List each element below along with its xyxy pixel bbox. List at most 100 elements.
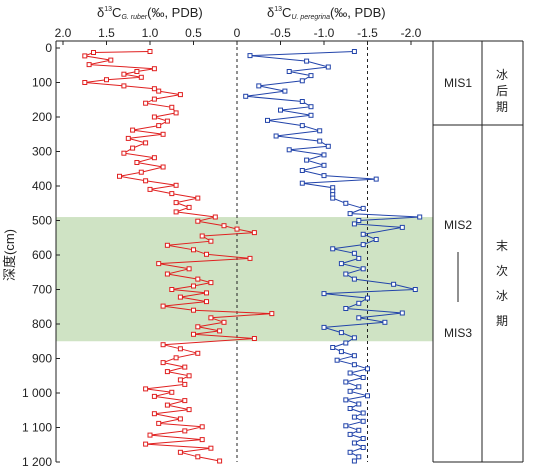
data-point bbox=[191, 283, 196, 289]
data-point bbox=[282, 88, 288, 94]
data-point bbox=[360, 375, 366, 380]
data-point bbox=[182, 381, 188, 387]
data-point bbox=[156, 88, 162, 94]
data-point bbox=[391, 281, 397, 287]
data-point bbox=[151, 411, 157, 417]
data-point bbox=[347, 211, 353, 217]
title-right-unit: (‰, PDB) bbox=[330, 5, 386, 20]
title-left-element: C bbox=[112, 5, 121, 20]
data-point bbox=[299, 180, 305, 186]
x-tick-label: 1.5 bbox=[98, 26, 115, 40]
data-point bbox=[360, 242, 366, 248]
data-point bbox=[360, 418, 366, 424]
data-series bbox=[82, 49, 423, 464]
data-point bbox=[356, 315, 362, 321]
data-point bbox=[299, 99, 305, 104]
data-point bbox=[334, 357, 340, 363]
y-tick-label: 100 bbox=[32, 76, 52, 90]
data-point bbox=[347, 388, 353, 394]
data-point bbox=[160, 360, 166, 366]
data-point bbox=[343, 271, 349, 277]
data-point bbox=[321, 162, 327, 168]
data-point bbox=[365, 366, 370, 372]
data-point bbox=[360, 436, 366, 441]
data-point bbox=[177, 377, 183, 383]
data-point bbox=[104, 77, 109, 83]
data-point bbox=[121, 83, 127, 89]
y-tick-label: 200 bbox=[32, 110, 52, 124]
data-point bbox=[151, 96, 157, 102]
data-point bbox=[169, 287, 175, 292]
data-point bbox=[286, 69, 292, 74]
data-point bbox=[134, 69, 140, 74]
axis-title-right: δ13CU. peregrina(‰, PDB) bbox=[267, 5, 386, 21]
data-point bbox=[186, 407, 192, 413]
data-point bbox=[317, 138, 323, 144]
data-point bbox=[351, 276, 357, 282]
y-tick-label: 1 200 bbox=[22, 455, 52, 469]
data-point bbox=[343, 340, 349, 346]
data-point bbox=[338, 261, 344, 267]
data-point bbox=[356, 300, 362, 306]
data-point bbox=[147, 432, 153, 438]
data-point bbox=[177, 346, 183, 352]
data-point bbox=[195, 324, 201, 330]
data-point bbox=[125, 135, 131, 141]
y-tick-label: 400 bbox=[32, 179, 52, 193]
data-point bbox=[199, 233, 205, 239]
data-point bbox=[351, 353, 357, 359]
axis-title-left: δ13CG. ruber(‰, PDB) bbox=[97, 5, 203, 21]
data-point bbox=[173, 182, 179, 188]
x-tick-label: 1.0 bbox=[142, 26, 159, 40]
data-point bbox=[208, 238, 214, 244]
data-point bbox=[204, 290, 209, 296]
data-point bbox=[343, 397, 349, 403]
data-point bbox=[330, 246, 336, 252]
stage-label-mis1: MIS1 bbox=[444, 76, 472, 90]
data-point bbox=[82, 80, 88, 85]
data-point bbox=[177, 294, 183, 300]
data-point bbox=[356, 218, 362, 223]
data-point bbox=[351, 414, 357, 420]
data-point bbox=[351, 250, 357, 256]
data-point bbox=[160, 342, 166, 348]
data-point bbox=[177, 449, 183, 455]
x-tick-label: -1.5 bbox=[357, 26, 378, 40]
data-point bbox=[382, 319, 388, 325]
data-point bbox=[191, 331, 196, 337]
data-point bbox=[121, 150, 127, 156]
data-point bbox=[143, 100, 149, 106]
data-point bbox=[321, 324, 327, 330]
epoch-char: 次 bbox=[496, 264, 508, 278]
svg-text:δ13CU. peregrina(‰, PDB): δ13CU. peregrina(‰, PDB) bbox=[267, 5, 386, 21]
data-point bbox=[251, 230, 257, 236]
title-right-sub: U. peregrina bbox=[291, 14, 330, 21]
svg-text:δ13CG. ruber(‰, PDB): δ13CG. ruber(‰, PDB) bbox=[97, 5, 203, 21]
epoch-char: 末 bbox=[496, 239, 508, 253]
data-point bbox=[330, 195, 336, 201]
data-point bbox=[160, 303, 166, 309]
title-left-sup: 13 bbox=[104, 6, 112, 13]
data-point bbox=[151, 114, 157, 120]
data-point bbox=[299, 168, 305, 173]
data-point bbox=[195, 454, 201, 460]
data-point bbox=[365, 393, 370, 399]
y-tick-label: 1 000 bbox=[22, 386, 52, 400]
x-tick-label: 2.0 bbox=[55, 26, 72, 40]
data-point bbox=[82, 53, 88, 59]
data-point bbox=[173, 110, 179, 116]
data-point bbox=[177, 416, 183, 422]
data-point bbox=[247, 53, 253, 59]
data-point bbox=[164, 242, 170, 248]
x-tick-label: 0.5 bbox=[185, 26, 202, 40]
data-point bbox=[356, 384, 362, 390]
data-point bbox=[308, 112, 314, 118]
data-point bbox=[399, 310, 405, 316]
data-point bbox=[338, 349, 344, 355]
data-point bbox=[343, 379, 349, 385]
data-point bbox=[156, 420, 162, 426]
data-point bbox=[360, 205, 366, 211]
data-point bbox=[195, 195, 201, 201]
data-point bbox=[351, 335, 357, 341]
data-point bbox=[156, 261, 162, 267]
